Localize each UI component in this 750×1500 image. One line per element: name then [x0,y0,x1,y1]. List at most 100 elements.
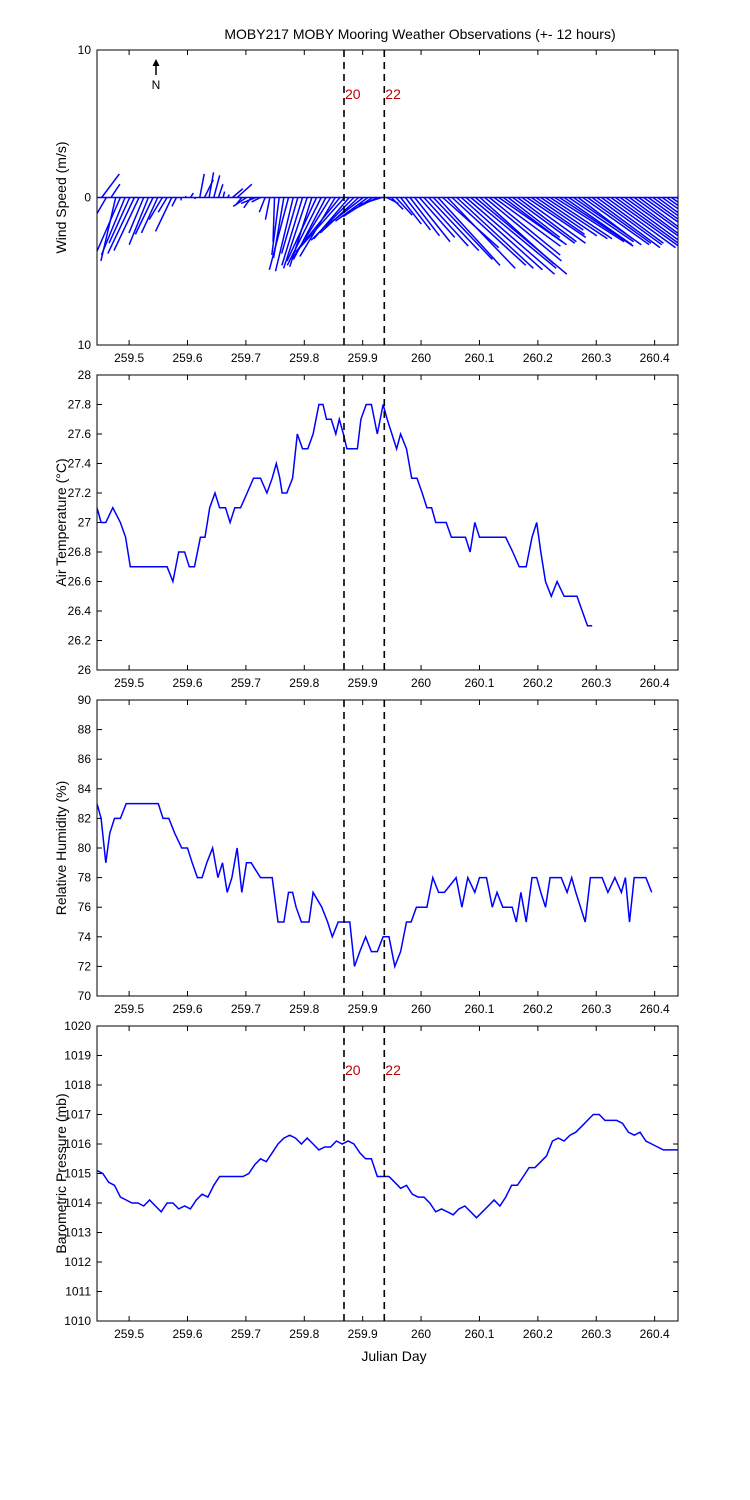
plot-frame [96,374,679,671]
y-tick-label: 1013 [64,1226,91,1240]
wind-vector [577,196,634,240]
x-tick-label: 260.1 [464,1327,494,1341]
y-tick-label: 1014 [64,1196,91,1210]
x-axis-label: Julian Day [361,1348,426,1364]
x-tick-label: 259.7 [231,1327,261,1341]
x-tick-label: 260.2 [523,1002,553,1016]
x-tick-label: 259.5 [114,676,144,690]
wind-vector [208,172,215,198]
y-tick-label: 1019 [64,1049,91,1063]
x-tick-label: 259.5 [114,1327,144,1341]
y-tick-label: 26.4 [68,604,92,618]
y-tick-label: 1018 [64,1078,91,1092]
wind-vector [470,196,557,269]
wind-vector [199,173,205,198]
x-tick-label: 260.1 [464,676,494,690]
wind-vector [258,197,266,213]
wind-vector [591,196,661,249]
y-tick-label: 86 [78,752,92,766]
x-tick-label: 260.4 [640,1002,670,1016]
x-tick-label: 260.4 [640,676,670,690]
wind-vector [502,196,563,243]
wind-vector [652,196,678,217]
wind-vector [232,196,247,207]
time-marker-label: 22 [385,1062,401,1078]
x-tick-label: 259.7 [231,351,261,365]
wind-vector [587,196,652,244]
wind-vector [615,196,678,244]
time-marker-label: 20 [345,86,361,102]
wind-vector [545,196,608,240]
plot-area [97,172,678,275]
wind-vector [554,196,625,243]
panel-wind: 259.5 259.6 259.7 259.8 259.9 260 260.1 260.2 26… [53,43,679,365]
y-tick-label: 88 [78,723,92,737]
y-tick-label: 1020 [64,1019,91,1033]
x-tick-label: 260 [411,676,431,690]
wind-vector [274,197,294,272]
y-tick-label: 76 [78,900,92,914]
y-tick-label: 27.6 [68,427,92,441]
wind-vector [286,197,318,262]
wind-vector [661,196,678,210]
plot-area [97,1113,678,1219]
y-tick-label: 90 [78,693,92,707]
wind-vector [280,197,299,254]
y-tick-label: 1016 [64,1137,91,1151]
y-tick-label: 84 [78,782,92,796]
wind-vector [107,197,136,254]
wind-vector [100,197,126,256]
wind-vector [271,197,280,256]
wind-vector [535,196,584,231]
wind-vector [282,197,308,269]
y-axis-label: Air Temperature (°C) [53,458,69,586]
wind-vector [512,196,576,244]
x-tick-label: 260 [411,1002,431,1016]
wind-vector [128,197,145,234]
wind-vector [236,183,253,199]
wind-vector [479,196,555,265]
wind-vector [97,197,122,254]
wind-vector [140,197,159,234]
north-arrow: N [152,59,160,92]
wind-vector [465,196,556,275]
wind-vector [414,197,451,243]
y-tick-label: 0 [84,191,91,205]
wind-vector [264,197,271,220]
y-tick-label: 1012 [64,1255,91,1269]
wind-vector [272,197,276,242]
series-line-air_temperature [97,403,593,627]
y-tick-label: 78 [78,871,92,885]
x-tick-label: 259.5 [114,1002,144,1016]
x-tick-label: 260.3 [581,676,611,690]
wind-vector [154,197,173,232]
wind-vector [559,196,634,247]
wind-vector [171,197,178,207]
wind-vector [619,196,678,241]
wind-vector [633,196,678,231]
wind-vector [605,196,676,249]
y-tick-label: 74 [78,930,92,944]
wind-vector [148,197,164,221]
y-tick-label: 1010 [64,1314,91,1328]
wind-vector [310,196,355,241]
x-tick-label: 259.8 [289,676,319,690]
x-tick-label: 260.2 [523,676,553,690]
x-tick-label: 259.6 [172,676,202,690]
y-axis-label: Relative Humidity (%) [53,781,69,916]
panel-relative_humidity: 259.5 259.6 259.7 259.8 259.9 260 260.1 260.2 26… [53,693,679,1016]
wind-vector [213,175,221,198]
plot-frame [96,1025,679,1322]
y-tick-label: 27.2 [68,486,92,500]
wind-vector [227,194,230,198]
wind-vector [531,196,585,235]
panel-barometric_pressure: 259.5 259.6 259.7 259.8 259.9 260 260.1 260.2 26… [53,1019,679,1341]
wind-vector [113,197,140,251]
wind-vector [409,197,441,237]
wind-vector [638,196,678,228]
time-marker-label: 22 [385,86,401,102]
wind-vector [507,196,561,238]
y-tick-label: 26.2 [68,634,92,648]
wind-vector [460,196,543,271]
wind-vector [484,196,562,262]
